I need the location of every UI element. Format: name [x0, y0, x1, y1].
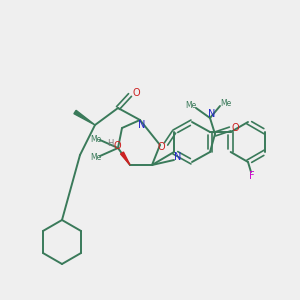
- Text: F: F: [249, 171, 255, 181]
- Text: O: O: [157, 142, 165, 152]
- Text: N: N: [174, 152, 182, 162]
- Text: N: N: [138, 120, 146, 130]
- Text: Me: Me: [220, 100, 232, 109]
- Text: Me: Me: [90, 152, 102, 161]
- Text: H: H: [107, 139, 113, 148]
- Text: Me: Me: [185, 101, 197, 110]
- Text: O: O: [132, 88, 140, 98]
- Text: O: O: [113, 141, 121, 151]
- Text: O: O: [231, 123, 239, 133]
- Text: N: N: [208, 109, 216, 119]
- Polygon shape: [121, 152, 130, 165]
- Text: Me: Me: [90, 134, 102, 143]
- Polygon shape: [74, 110, 95, 125]
